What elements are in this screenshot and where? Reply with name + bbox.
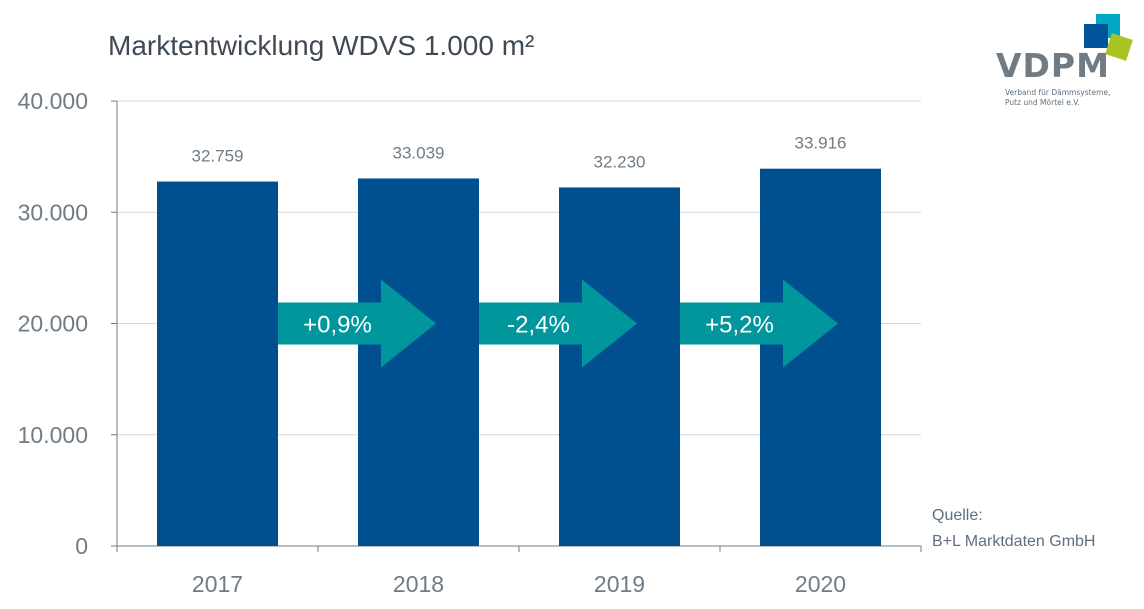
x-tick-label-2020: 2020 — [795, 571, 846, 597]
y-tick-label: 10.000 — [18, 422, 88, 448]
y-tick-label: 40.000 — [18, 88, 88, 114]
y-tick-label: 20.000 — [18, 311, 88, 337]
source-note: Quelle: B+L Marktdaten GmbH — [932, 503, 1095, 555]
data-label-2020: 33.916 — [795, 134, 847, 153]
x-tick-label-2017: 2017 — [192, 571, 243, 597]
logo-subtitle-line2: Putz und Mörtel e.V. — [1005, 98, 1080, 107]
chart-title: Marktentwicklung WDVS 1.000 m² — [108, 30, 535, 61]
y-tick-label: 30.000 — [18, 199, 88, 225]
bar-2020 — [760, 168, 881, 546]
logo-wordmark: VDPM — [996, 46, 1110, 85]
vdpm-logo: VDPM Verband für Dämmsysteme, Putz und M… — [990, 12, 1135, 132]
bar-2018 — [358, 178, 479, 546]
change-label-3: +5,2% — [705, 312, 774, 339]
logo-subtitle: Verband für Dämmsysteme, Putz und Mörtel… — [1005, 88, 1110, 108]
change-arrow-2 — [479, 279, 637, 368]
x-tick-label-2019: 2019 — [594, 571, 645, 597]
change-label-2: -2,4% — [507, 312, 570, 339]
data-label-2017: 32.759 — [192, 147, 244, 166]
change-arrow-1 — [278, 279, 436, 368]
change-label-1: +0,9% — [303, 312, 372, 339]
data-label-2018: 33.039 — [393, 143, 445, 162]
y-tick-label: 0 — [75, 533, 88, 559]
x-tick-label-2018: 2018 — [393, 571, 444, 597]
source-label: Quelle: — [932, 507, 983, 524]
data-label-2019: 32.230 — [594, 152, 646, 171]
bar-2019 — [559, 187, 680, 546]
logo-squares-icon — [1084, 14, 1133, 61]
bar-2017 — [157, 181, 278, 546]
change-arrow-3 — [680, 279, 838, 368]
source-name: B+L Marktdaten GmbH — [932, 533, 1096, 550]
logo-subtitle-line1: Verband für Dämmsysteme, — [1005, 88, 1111, 97]
